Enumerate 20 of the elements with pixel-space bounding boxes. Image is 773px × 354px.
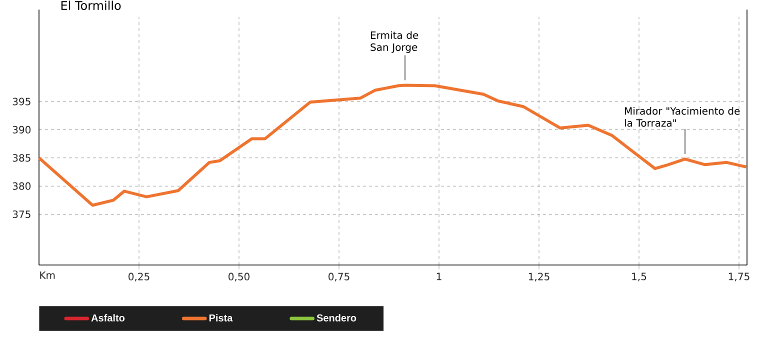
legend-label: Asfalto [91,314,125,322]
chart-title: El Tormillo [61,0,121,10]
y-tick-label: 375 [12,210,30,218]
annotation: Ermita de San Jorge [370,31,418,53]
y-tick-label: 380 [12,182,31,190]
x-tick-label: 1,5 [632,272,646,282]
x-tick-label: 1,75 [728,272,750,282]
legend-label: Pista [209,314,233,322]
line-series [38,84,748,207]
x-tick-label: 1 [436,272,442,280]
y-tick-label: 385 [12,154,30,162]
x-tick-label: 0,25 [128,272,150,282]
annotation: Mirador "Yacimiento de la Torraza" [624,106,740,127]
x-tick-label: 1,25 [528,272,550,282]
legend-label: Sendero [316,314,356,322]
y-tick-label: 395 [12,98,30,106]
x-axis-title: Km [40,272,55,279]
x-tick-label: 0,50 [228,272,250,282]
x-tick-label: 0,75 [328,272,350,282]
y-tick-label: 390 [12,126,31,134]
